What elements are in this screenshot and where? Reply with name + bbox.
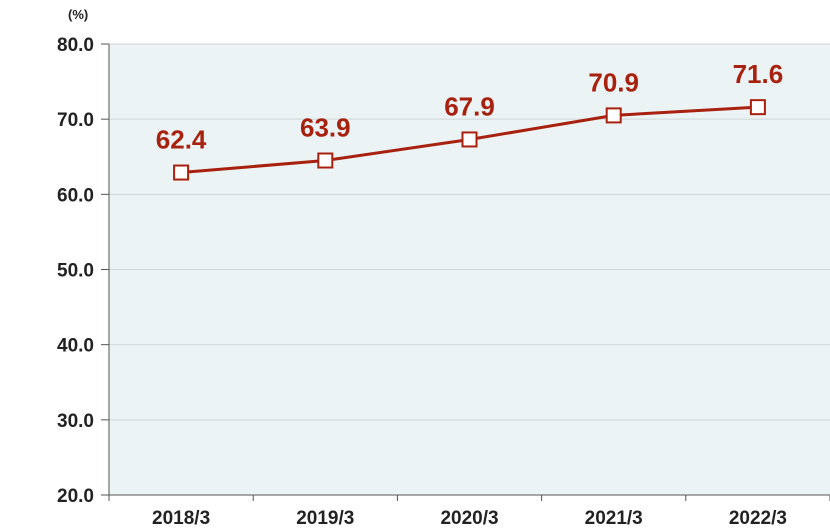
data-label: 70.9 [588,67,639,97]
y-axis-unit-label: (%) [68,7,88,22]
data-label: 67.9 [444,91,495,121]
x-tick-label: 2018/3 [152,508,210,529]
data-labels: 62.4 63.9 67.9 70.9 71.6 [156,59,783,154]
data-point-marker [173,164,190,181]
data-label: 63.9 [300,113,351,143]
y-tick-label: 80.0 [57,35,94,56]
x-tick-label: 2021/3 [585,508,643,529]
series-markers [173,99,766,181]
x-axis-ticks: 2018/3 2019/3 2020/3 2021/3 2022/3 [108,495,830,529]
data-point-marker [749,99,766,116]
grid-lines [109,43,830,421]
y-tick-label: 20.0 [57,486,94,507]
y-axis-ticks: 20.0 30.0 40.0 50.0 60.0 70.0 80.0 [57,35,109,507]
x-tick-label: 2022/3 [729,508,787,529]
y-tick-label: 70.0 [57,110,94,131]
data-label: 62.4 [156,125,207,155]
data-label: 71.6 [733,59,784,89]
x-tick-label: 2019/3 [296,508,354,529]
y-tick-label: 40.0 [57,336,94,357]
data-point-marker [461,131,478,148]
y-tick-label: 60.0 [57,185,94,206]
y-tick-label: 50.0 [57,261,94,282]
data-point-marker [317,152,334,169]
data-point-marker [605,107,622,124]
x-tick-label: 2020/3 [440,508,498,529]
y-tick-label: 30.0 [57,411,94,432]
